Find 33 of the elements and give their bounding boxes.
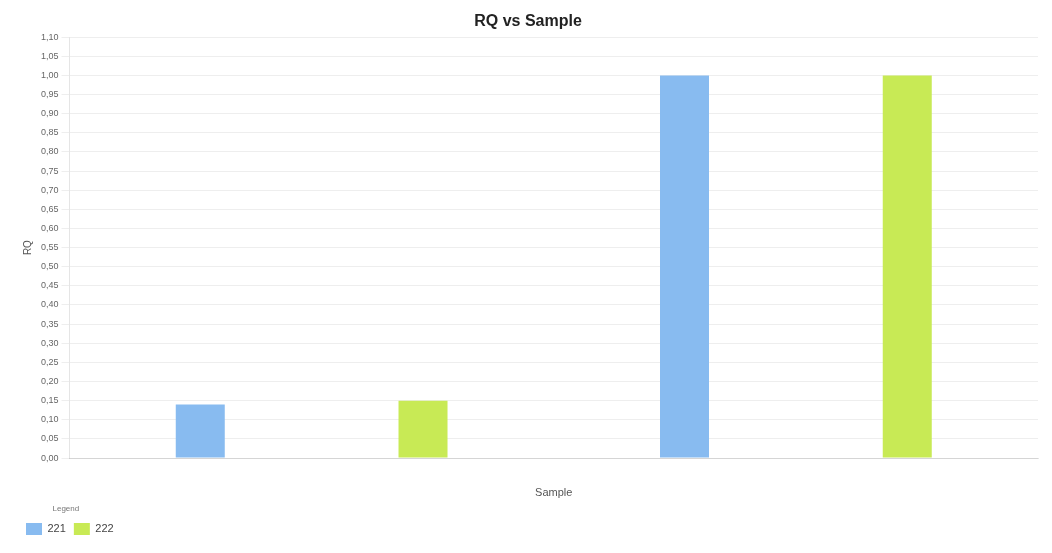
y-tick-label: 1,10 [40, 31, 59, 42]
bar [660, 75, 710, 458]
y-tick-label: 0,95 [40, 89, 59, 100]
bar [882, 75, 932, 458]
y-tick-label: 0,35 [40, 318, 59, 329]
y-tick-label: 0,80 [40, 146, 59, 157]
y-tick-label: 0,30 [40, 337, 59, 348]
x-axis-title: Sample [535, 485, 573, 498]
y-tick-label: 1,05 [40, 50, 59, 61]
y-tick-label: 0,05 [40, 433, 59, 444]
y-tick-label: 0,45 [40, 280, 59, 291]
legend-label: 221 [47, 522, 66, 535]
y-tick-label: 0,85 [40, 127, 59, 138]
y-axis-title: RQ [21, 239, 33, 256]
y-tick-label: 0,70 [40, 184, 59, 195]
legend-label: 222 [95, 522, 114, 535]
y-tick-label: 0,15 [40, 395, 59, 406]
y-tick-label: 0,75 [40, 165, 59, 176]
y-tick-label: 0,40 [40, 299, 59, 310]
y-tick-label: 0,50 [40, 261, 59, 272]
legend-title: Legend [52, 503, 80, 513]
y-tick-label: 0,10 [40, 414, 59, 425]
y-tick-label: 0,90 [40, 108, 59, 119]
y-tick-label: 0,55 [40, 242, 59, 253]
bar [175, 404, 225, 458]
bar [398, 400, 448, 458]
y-tick-label: 0,20 [40, 375, 59, 386]
y-tick-label: 0,60 [40, 222, 59, 233]
y-tick-label: 1,00 [40, 69, 59, 80]
y-tick-label: 0,65 [40, 203, 59, 214]
y-tick-label: 0,25 [40, 356, 59, 367]
y-tick-label: 0,00 [40, 452, 59, 463]
chart-title: RQ vs Sample [474, 12, 582, 30]
